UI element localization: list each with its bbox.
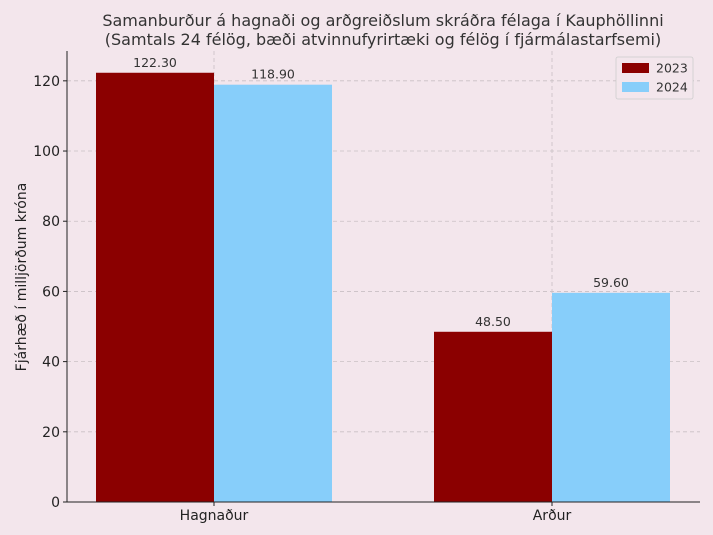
legend: 2023 2024 xyxy=(615,56,694,100)
bar-value-label: 48.50 xyxy=(475,314,511,329)
chart-title: Samanburður á hagnaði og arðgreiðslum sk… xyxy=(102,11,663,30)
bars xyxy=(96,72,670,502)
bar-2023-hagnaður xyxy=(96,72,214,502)
axes xyxy=(63,51,700,506)
y-tick-label: 120 xyxy=(33,74,60,90)
legend-label-2023: 2023 xyxy=(656,61,688,76)
bar-value-label: 122.30 xyxy=(133,55,177,70)
chart-subtitle: (Samtals 24 félög, bæði atvinnufyrirtæki… xyxy=(105,30,661,49)
bar-value-label: 59.60 xyxy=(593,275,629,290)
y-tick-label: 100 xyxy=(33,144,60,160)
y-tick-label: 20 xyxy=(42,425,60,441)
x-tick-label: Arður xyxy=(533,508,572,524)
y-tick-label: 0 xyxy=(51,495,60,511)
tick-labels: 0 20 40 60 80 100 120 Hagnaður Arður xyxy=(33,74,571,524)
data-labels: 122.30 48.50 118.90 59.60 xyxy=(133,55,629,329)
x-tick-label: Hagnaður xyxy=(180,508,249,524)
legend-swatch-2023 xyxy=(622,63,649,73)
bar-value-label: 118.90 xyxy=(251,67,295,82)
bar-2024-hagnaður xyxy=(214,84,332,502)
y-axis-label: Fjárhæð í milljörðum króna xyxy=(14,183,30,372)
y-tick-label: 60 xyxy=(42,284,60,300)
bar-2024-arður xyxy=(552,292,670,502)
y-tick-label: 40 xyxy=(42,355,60,371)
bar-2023-arður xyxy=(434,331,552,502)
y-tick-label: 80 xyxy=(42,214,60,230)
legend-swatch-2024 xyxy=(622,82,649,92)
legend-label-2024: 2024 xyxy=(656,80,688,95)
